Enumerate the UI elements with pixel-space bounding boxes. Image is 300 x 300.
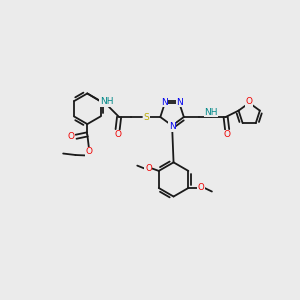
Text: O: O xyxy=(197,184,204,193)
Text: O: O xyxy=(85,147,92,156)
Text: O: O xyxy=(114,130,121,139)
Text: NH: NH xyxy=(100,98,113,106)
Text: N: N xyxy=(177,98,183,107)
Text: O: O xyxy=(224,130,231,139)
Text: O: O xyxy=(246,98,253,106)
Text: N: N xyxy=(161,98,168,107)
Text: N: N xyxy=(169,122,176,131)
Text: O: O xyxy=(145,164,152,173)
Text: S: S xyxy=(143,112,149,122)
Text: O: O xyxy=(67,132,74,141)
Text: NH: NH xyxy=(204,107,218,116)
